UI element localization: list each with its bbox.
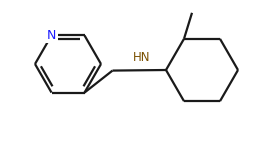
Text: HN: HN xyxy=(132,51,150,64)
Text: N: N xyxy=(47,29,56,42)
